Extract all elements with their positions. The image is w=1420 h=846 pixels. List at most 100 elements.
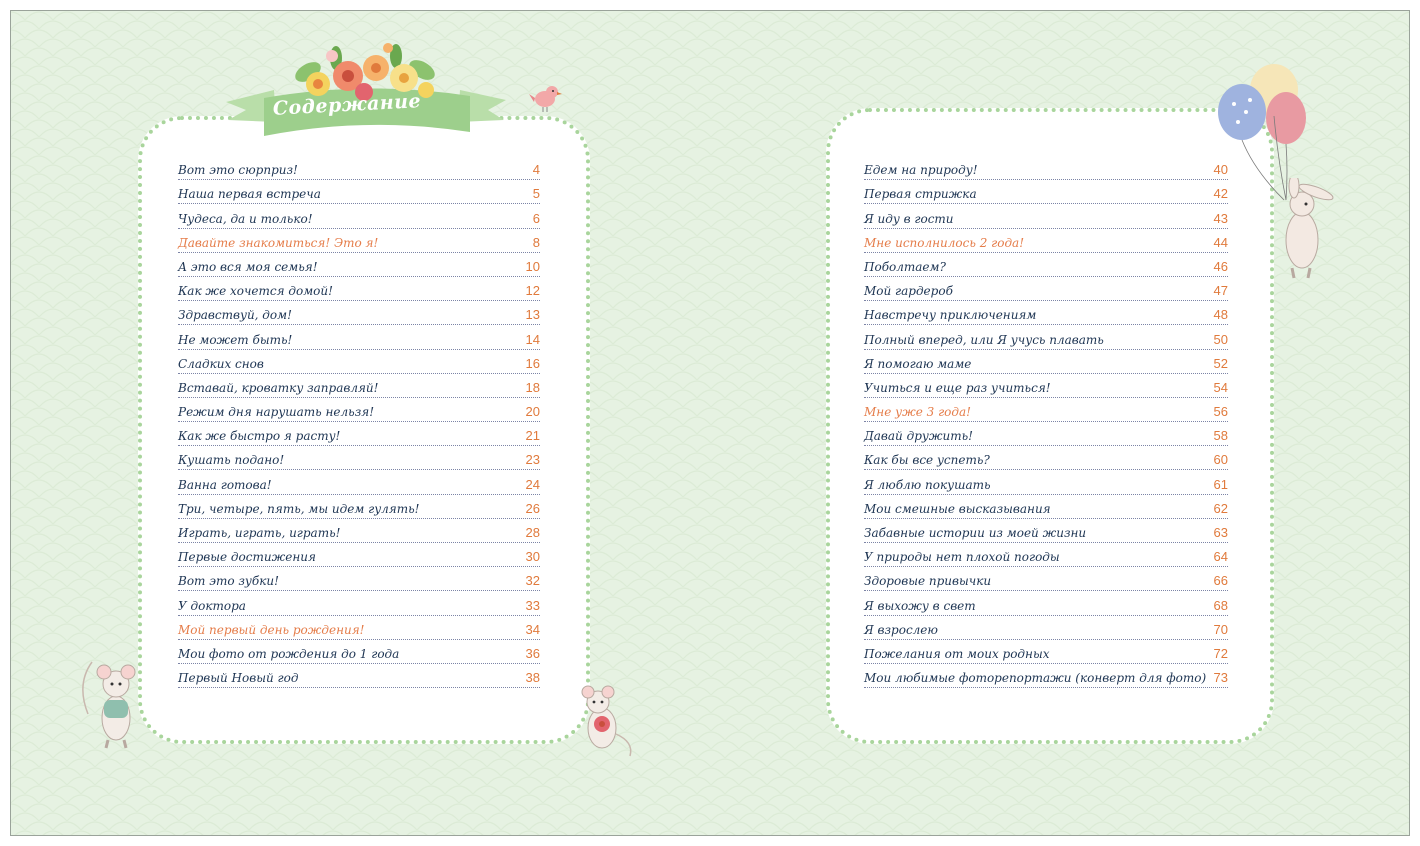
toc-entry-page: 38 (525, 670, 540, 686)
title-banner (226, 43, 506, 136)
toc-entry: Я выхожу в свет 68 (864, 591, 1228, 616)
toc-entry-page: 66 (1213, 573, 1228, 589)
toc-entry-title: Играть, играть, играть! (178, 526, 341, 540)
toc-entry: Учиться и еще раз учиться! 54 (864, 374, 1228, 398)
toc-entry-title: Пожелания от моих родных (864, 646, 1050, 661)
toc-entry-page: 40 (1213, 162, 1228, 178)
toc-entry-page: 23 (525, 452, 540, 468)
toc-entry-page: 56 (1213, 404, 1228, 420)
toc-entry-page: 68 (1213, 597, 1228, 613)
toc-entry: Мой первый день рождения! 34 (178, 616, 540, 640)
toc-entry-page: 24 (525, 476, 540, 492)
toc-entry-page: 8 (532, 234, 540, 250)
toc-entry: Три, четыре, пять, мы идем гулять! 26 (178, 495, 540, 519)
toc-entry: У доктора 33 (178, 591, 540, 616)
toc-entry: Первый Новый год 38 (178, 664, 540, 689)
toc-entry-title: Мои смешные высказывания (864, 501, 1051, 516)
toc-entry: Кушать подано! 23 (178, 446, 540, 471)
flower-bouquet-icon (295, 43, 435, 101)
toc-entry: Здоровые привычки 66 (864, 567, 1228, 592)
toc-entry-title: Давайте знакомиться! Это я! (178, 235, 379, 250)
toc-entry-page: 52 (1213, 355, 1228, 371)
toc-entry-title: Здоровые привычки (864, 574, 992, 589)
toc-entry: Поболтаем? 46 (864, 253, 1228, 277)
toc-entry-title: Полный вперед, или Я учусь плавать (864, 332, 1104, 347)
toc-entry: Мои фото от рождения до 1 года 36 (178, 640, 540, 664)
toc-entry: Полный вперед, или Я учусь плавать 50 (864, 325, 1228, 350)
toc-entry-page: 43 (1213, 210, 1228, 226)
toc-entry: Режим дня нарушать нельзя! 20 (178, 398, 540, 423)
toc-entry-page: 16 (525, 355, 540, 371)
toc-entry-page: 13 (525, 307, 540, 323)
toc-entry-title: Учиться и еще раз учиться! (864, 380, 1051, 395)
bird-icon (529, 86, 562, 112)
toc-entry: Забавные истории из моей жизни 63 (864, 519, 1228, 543)
toc-entry-page: 10 (525, 258, 540, 274)
toc-entry-page: 46 (1213, 258, 1228, 274)
toc-entry-title: У доктора (178, 598, 246, 613)
toc-entry: Я иду в гости 43 (864, 204, 1228, 229)
toc-entry-page: 60 (1213, 452, 1228, 468)
toc-entry-title: Я взрослею (864, 622, 938, 637)
toc-entry-title: Я помогаю маме (864, 356, 972, 371)
toc-entry: Сладких снов 16 (178, 350, 540, 374)
toc-entry: Вставай, кроватку заправляй! 18 (178, 374, 540, 398)
toc-entry-title: Мой первый день рождения! (178, 622, 365, 637)
mouse-with-flower-icon (581, 685, 632, 757)
toc-entry: Я помогаю маме 52 (864, 350, 1228, 374)
toc-entry: У природы нет плохой погоды 64 (864, 543, 1228, 568)
toc-entry: Ванна готова! 24 (178, 470, 540, 495)
toc-entry: Мои смешные высказывания 62 (864, 495, 1228, 519)
toc-entry-page: 20 (525, 404, 540, 420)
toc-entry-title: А это вся моя семья! (178, 259, 318, 274)
toc-entry-title: Забавные истории из моей жизни (864, 526, 1087, 540)
toc-entry-page: 54 (1213, 379, 1228, 395)
toc-entry: Я люблю покушать 61 (864, 470, 1228, 495)
toc-entry-title: Навстречу приключениям (864, 308, 1037, 323)
toc-entry-page: 63 (1213, 525, 1228, 540)
toc-entry: Как же хочется домой! 12 (178, 277, 540, 302)
toc-entry-title: Ванна готова! (178, 477, 272, 492)
toc-entry-page: 18 (525, 379, 540, 395)
toc-entry-page: 30 (525, 549, 540, 565)
toc-entry-title: Мои фото от рождения до 1 года (178, 646, 400, 661)
toc-entry-title: Три, четыре, пять, мы идем гулять! (178, 501, 420, 516)
toc-entry-page: 72 (1213, 645, 1228, 661)
toc-entry: Пожелания от моих родных 72 (864, 640, 1228, 664)
toc-entry: Первые достижения 30 (178, 543, 540, 568)
toc-entry-page: 48 (1213, 307, 1228, 323)
toc-entry-title: Я люблю покушать (864, 477, 991, 492)
toc-entry: Навстречу приключениям 48 (864, 301, 1228, 326)
toc-entry-title: Я иду в гости (864, 211, 954, 226)
toc-entry-title: Как же быстро я расту! (178, 429, 341, 444)
toc-entry-page: 21 (525, 428, 540, 444)
toc-entry-page: 47 (1213, 283, 1228, 299)
toc-entry-title: Мне исполнилось 2 года! (864, 235, 1025, 250)
toc-entry-title: Вставай, кроватку заправляй! (178, 380, 379, 395)
toc-entry-page: 58 (1213, 428, 1228, 444)
toc-entry: Чудеса, да и только! 6 (178, 204, 540, 229)
toc-entry: Как бы все успеть? 60 (864, 446, 1228, 471)
balloons-icon (1218, 64, 1306, 201)
toc-entry-title: Едем на природу! (864, 163, 978, 178)
toc-entry-page: 5 (532, 186, 540, 202)
toc-entry: Играть, играть, играть! 28 (178, 519, 540, 543)
bunny-icon (1285, 178, 1334, 279)
toc-entry-page: 73 (1213, 670, 1228, 686)
toc-entry-page: 33 (525, 597, 540, 613)
toc-entry: Мои любимые фоторепортажи (конверт для ф… (864, 664, 1228, 689)
toc-entry-page: 34 (525, 621, 540, 637)
toc-entry-title: Как бы все успеть? (864, 453, 990, 468)
toc-entry-title: Мои любимые фоторепортажи (конверт для ф… (864, 671, 1207, 686)
toc-card-right (826, 108, 1274, 744)
toc-entry-page: 50 (1213, 331, 1228, 347)
toc-entry-title: Я выхожу в свет (864, 598, 976, 613)
toc-entry: Здравствуй, дом! 13 (178, 301, 540, 326)
toc-entry: А это вся моя семья! 10 (178, 253, 540, 277)
toc-entry: Как же быстро я расту! 21 (178, 422, 540, 447)
toc-entry-title: Мой гардероб (864, 284, 953, 299)
toc-entry: Мой гардероб 47 (864, 277, 1228, 302)
toc-entry: Давайте знакомиться! Это я! 8 (178, 229, 540, 253)
toc-entry-title: Первая стрижка (864, 187, 977, 202)
toc-entry: Мне уже 3 года! 56 (864, 398, 1228, 423)
